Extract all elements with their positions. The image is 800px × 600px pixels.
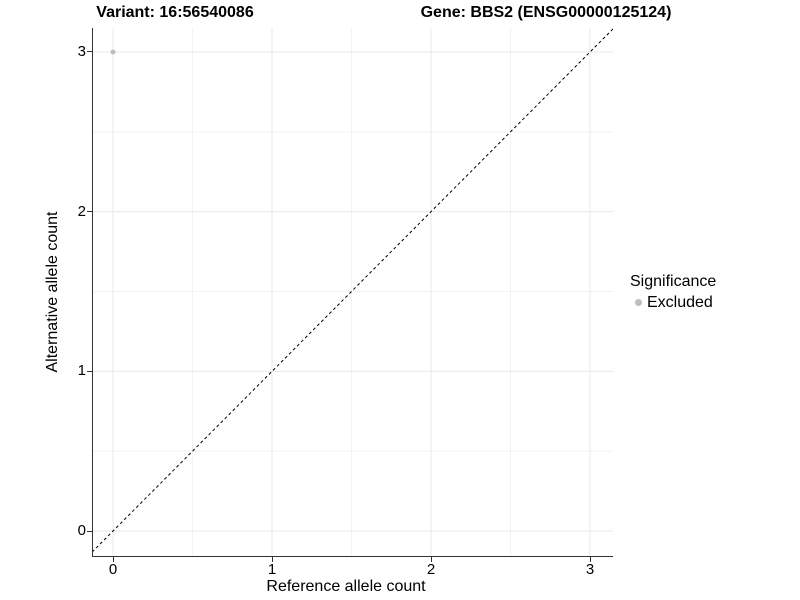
y-tick-mark xyxy=(87,51,92,53)
plot-panel xyxy=(92,28,613,557)
scatter-plot-canvas xyxy=(92,28,613,557)
legend-items: Excluded xyxy=(630,293,716,312)
x-tick-mark xyxy=(112,557,114,562)
y-tick-label: 1 xyxy=(77,362,86,380)
identity-reference-line xyxy=(92,28,613,553)
legend-title: Significance xyxy=(630,273,717,290)
x-tick-label: 1 xyxy=(267,561,277,578)
x-tick-label: 3 xyxy=(585,561,595,578)
y-tick-label: 3 xyxy=(77,42,86,60)
legend-item-label: Excluded xyxy=(647,294,713,311)
x-tick-mark xyxy=(430,557,432,562)
y-tick-label: 0 xyxy=(77,522,86,539)
x-tick-mark xyxy=(271,557,273,562)
legend-item: Excluded xyxy=(630,293,716,312)
x-axis-title: Reference allele count xyxy=(266,578,426,595)
legend-swatch-icon xyxy=(635,299,642,306)
gene-title: Gene: BBS2 (ENSG00000125124) xyxy=(420,4,672,21)
x-tick-label: 0 xyxy=(108,561,118,578)
data-point xyxy=(110,49,116,55)
y-tick-label: 2 xyxy=(77,202,86,220)
x-tick-mark xyxy=(589,557,591,562)
y-tick-mark xyxy=(87,370,92,372)
legend-key xyxy=(630,294,647,311)
y-tick-mark xyxy=(87,530,92,532)
y-tick-mark xyxy=(87,211,92,213)
variant-title: Variant: 16:56540086 xyxy=(96,4,254,21)
legend: Significance Excluded xyxy=(630,272,716,312)
x-tick-label: 2 xyxy=(426,561,436,578)
y-axis-title: Alternative allele count xyxy=(44,211,61,373)
